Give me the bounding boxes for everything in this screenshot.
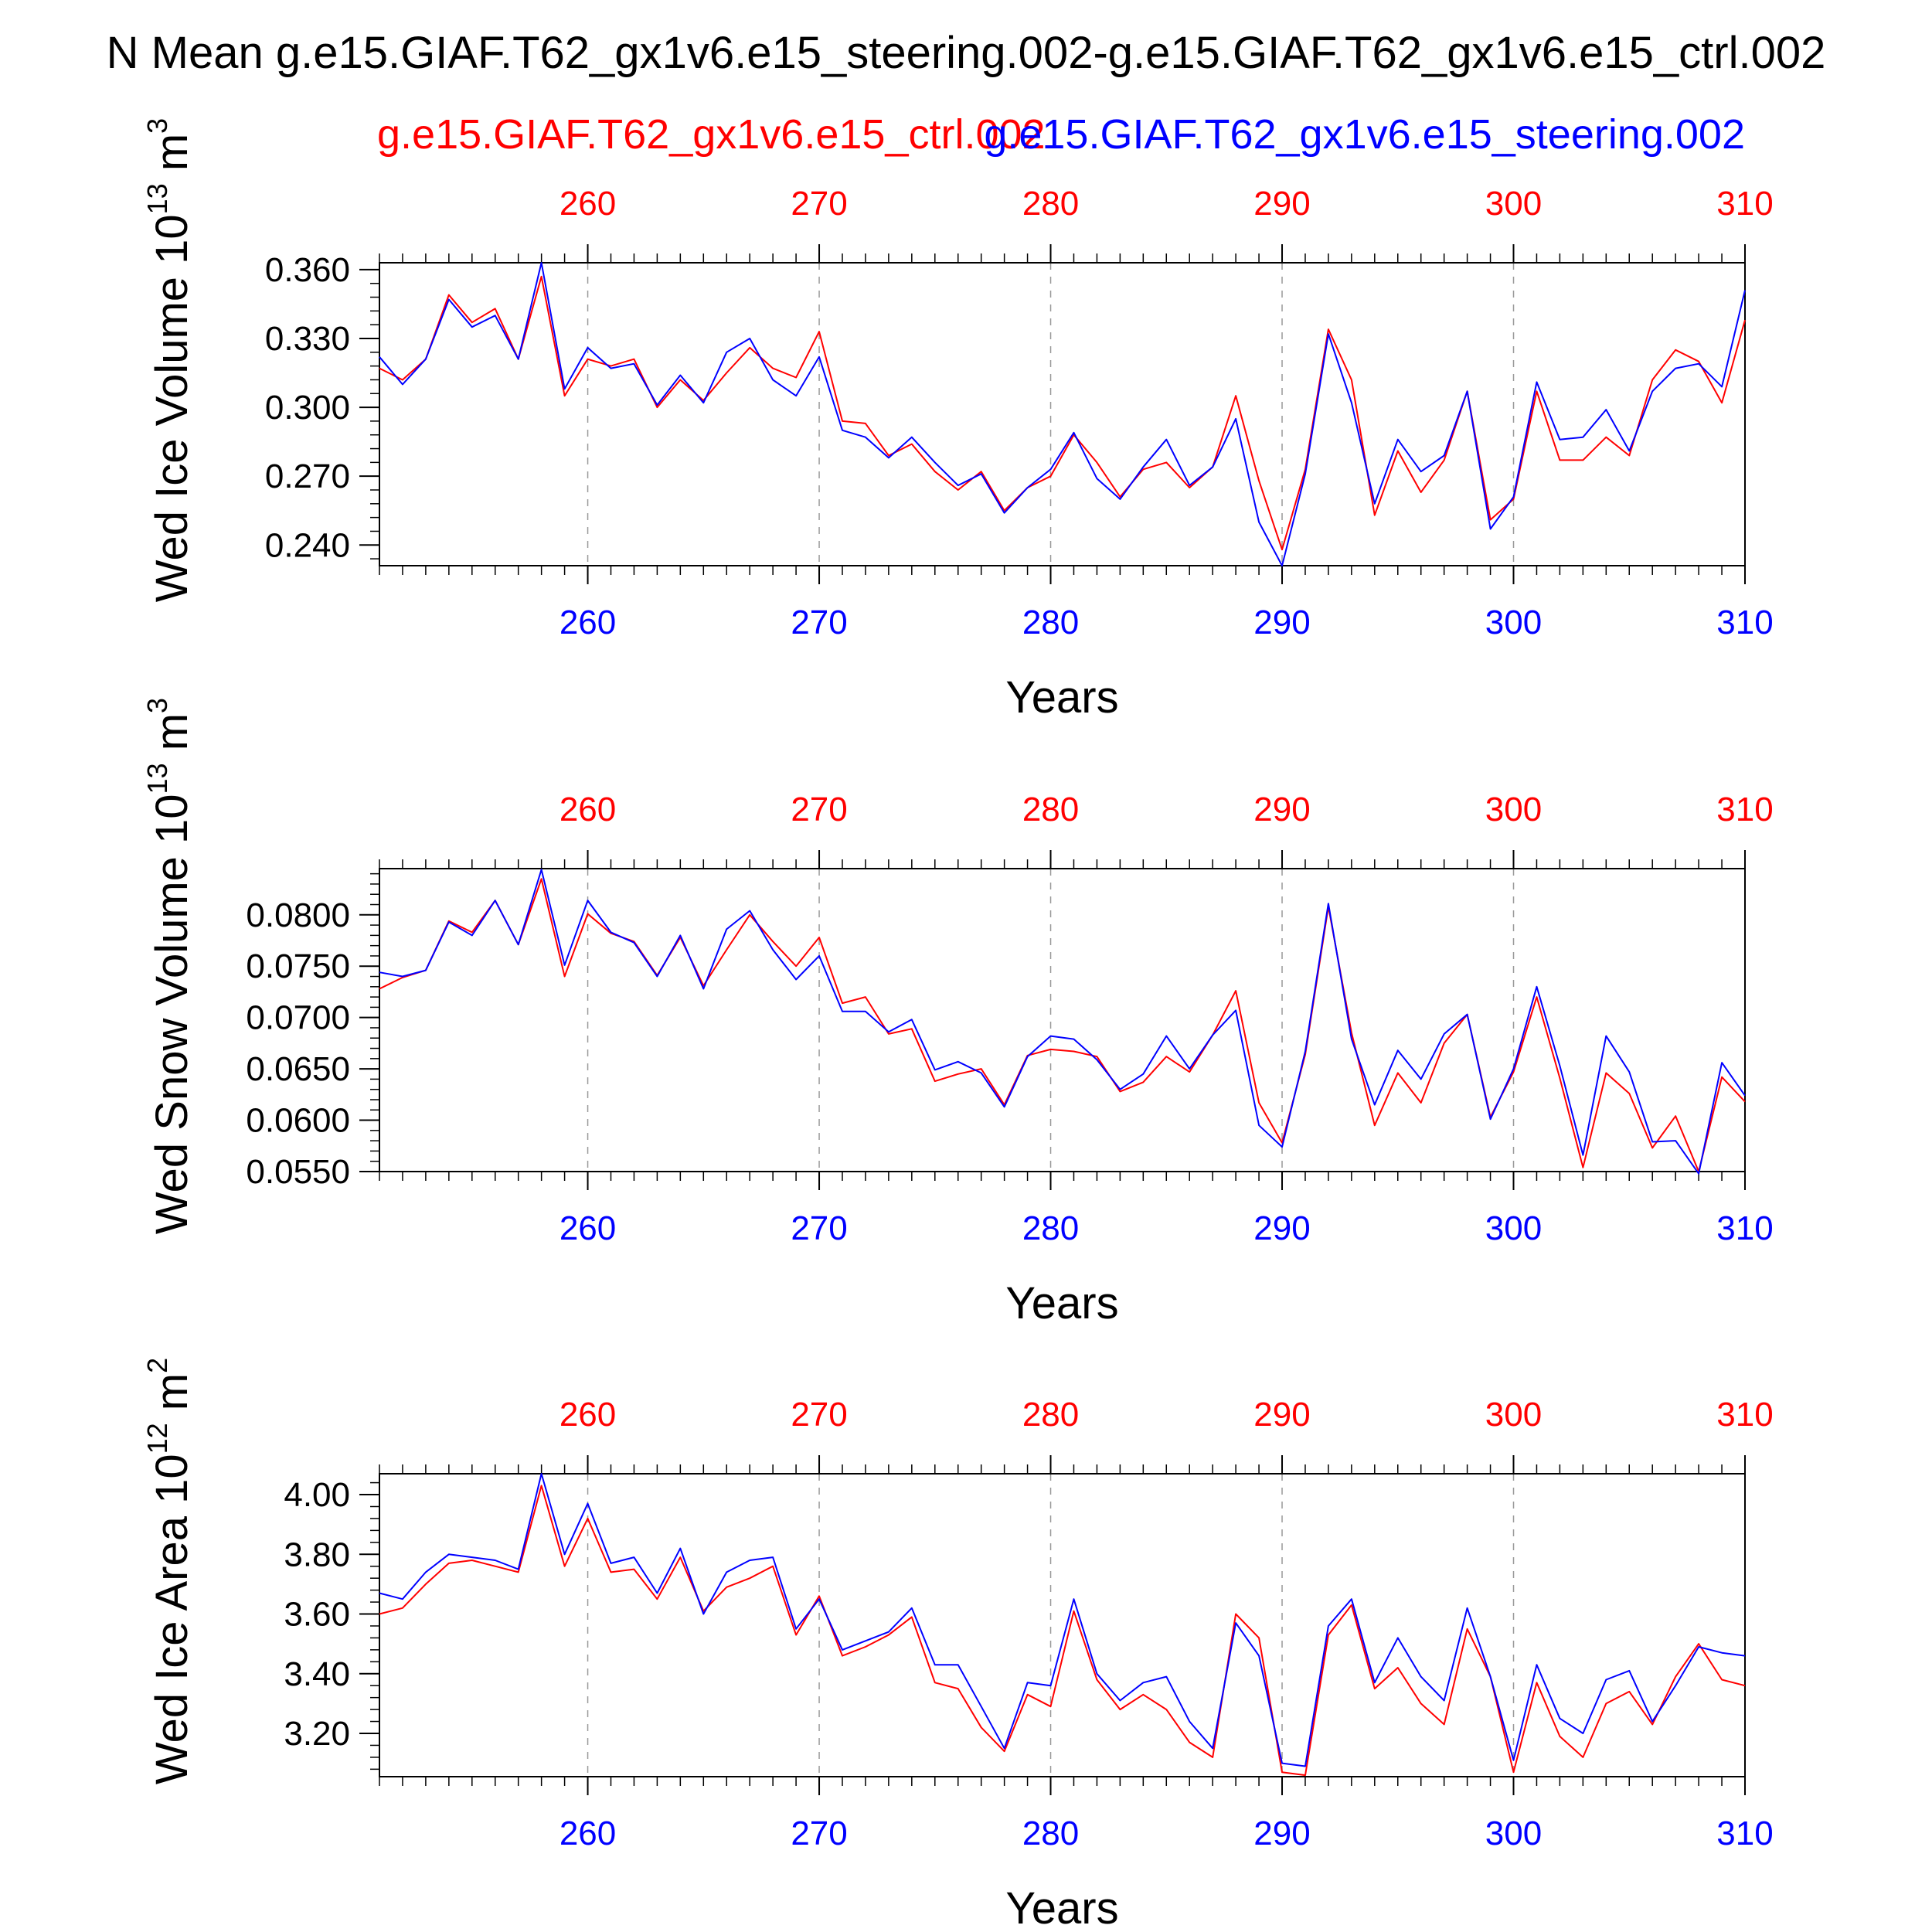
x-tick-label-top: 260 bbox=[560, 185, 616, 223]
y-tick-label: 3.80 bbox=[284, 1536, 350, 1573]
x-tick-label-bottom: 300 bbox=[1485, 1815, 1542, 1852]
figure-title: N Mean g.e15.GIAF.T62_gx1v6.e15_steering… bbox=[107, 28, 1826, 78]
y-tick-label: 3.60 bbox=[284, 1596, 350, 1634]
x-axis-label: Years bbox=[1005, 672, 1118, 723]
y-axis-label-part: 3 bbox=[141, 118, 173, 134]
x-tick-label-top: 260 bbox=[560, 1396, 616, 1434]
plot-frame bbox=[379, 1473, 1746, 1777]
x-tick-label-top: 310 bbox=[1716, 791, 1773, 828]
y-axis-label: Wed Ice Area 1012 m2 bbox=[141, 1358, 197, 1784]
y-axis-label-part: 13 bbox=[141, 183, 173, 214]
y-axis-label-part: m bbox=[147, 134, 197, 183]
x-tick-label-bottom: 310 bbox=[1716, 1209, 1773, 1247]
y-tick-label: 0.0600 bbox=[246, 1102, 350, 1140]
x-tick-label-bottom: 310 bbox=[1716, 604, 1773, 641]
x-tick-label-bottom: 300 bbox=[1485, 1209, 1542, 1247]
x-tick-label-bottom: 270 bbox=[791, 1815, 847, 1852]
x-tick-label-bottom: 300 bbox=[1485, 604, 1542, 641]
y-axis-label-part: 2 bbox=[141, 1358, 173, 1373]
x-tick-label-top: 280 bbox=[1022, 791, 1079, 828]
x-tick-label-top: 270 bbox=[791, 791, 847, 828]
y-tick-label: 0.0650 bbox=[246, 1050, 350, 1088]
y-tick-label: 0.0700 bbox=[246, 999, 350, 1037]
y-tick-label: 0.300 bbox=[265, 389, 350, 427]
x-tick-label-top: 270 bbox=[791, 185, 847, 223]
x-tick-label-bottom: 280 bbox=[1022, 604, 1079, 641]
x-tick-label-bottom: 290 bbox=[1253, 1815, 1310, 1852]
x-tick-label-top: 290 bbox=[1253, 791, 1310, 828]
y-axis-label: Wed Snow Volume 1013 m3 bbox=[141, 698, 197, 1234]
chart-panel-1: 260 260 270 270 280 280 290 290 300 300 310 310 0.24… bbox=[141, 118, 1774, 723]
series-line-ctrl bbox=[379, 878, 1746, 1172]
y-axis-label-part: Wed Ice Volume 10 bbox=[147, 214, 197, 602]
series-line-steering bbox=[379, 1473, 1746, 1767]
x-tick-label-bottom: 310 bbox=[1716, 1815, 1773, 1852]
x-tick-label-bottom: 290 bbox=[1253, 1209, 1310, 1247]
x-tick-label-bottom: 260 bbox=[560, 1209, 616, 1247]
series-line-steering bbox=[379, 869, 1746, 1175]
y-axis-label-part: 3 bbox=[141, 698, 173, 713]
plot-frame bbox=[379, 868, 1746, 1172]
x-tick-label-bottom: 280 bbox=[1022, 1815, 1079, 1852]
y-tick-label: 0.330 bbox=[265, 320, 350, 358]
x-tick-label-top: 290 bbox=[1253, 185, 1310, 223]
series-line-steering bbox=[379, 262, 1746, 566]
x-tick-label-top: 270 bbox=[791, 1396, 847, 1434]
y-tick-label: 3.40 bbox=[284, 1655, 350, 1693]
x-tick-label-top: 300 bbox=[1485, 1396, 1542, 1434]
x-tick-label-bottom: 260 bbox=[560, 604, 616, 641]
chart-panel-3: 260 260 270 270 280 280 290 290 300 300 310 310 3.20… bbox=[141, 1358, 1774, 1932]
y-tick-label: 4.00 bbox=[284, 1476, 350, 1514]
y-axis-label-part: 13 bbox=[141, 763, 173, 794]
ctrl-series-label: g.e15.GIAF.T62_gx1v6.e15_ctrl.002 bbox=[377, 111, 1046, 158]
chart-panels: 260 260 270 270 280 280 290 290 300 300 310 310 0.24… bbox=[141, 118, 1774, 1932]
x-tick-label-top: 310 bbox=[1716, 185, 1773, 223]
series-line-ctrl bbox=[379, 1485, 1746, 1777]
y-axis-label-part: m bbox=[147, 713, 197, 763]
y-tick-label: 0.0800 bbox=[246, 896, 350, 934]
x-tick-label-top: 290 bbox=[1253, 1396, 1310, 1434]
y-axis-label-part: Wed Ice Area 10 bbox=[147, 1454, 197, 1784]
y-tick-label: 0.240 bbox=[265, 526, 350, 564]
x-tick-label-top: 300 bbox=[1485, 185, 1542, 223]
x-axis-label: Years bbox=[1005, 1883, 1118, 1932]
chart-panel-2: 260 260 270 270 280 280 290 290 300 300 310 310 0.05… bbox=[141, 698, 1774, 1328]
x-tick-label-bottom: 280 bbox=[1022, 1209, 1079, 1247]
y-tick-label: 3.20 bbox=[284, 1715, 350, 1753]
x-tick-label-bottom: 260 bbox=[560, 1815, 616, 1852]
x-tick-label-top: 300 bbox=[1485, 791, 1542, 828]
x-tick-label-top: 280 bbox=[1022, 1396, 1079, 1434]
y-axis-label-part: m bbox=[147, 1373, 197, 1423]
y-axis-label: Wed Ice Volume 1013 m3 bbox=[141, 118, 197, 602]
y-tick-label: 0.360 bbox=[265, 251, 350, 289]
y-tick-label: 0.0750 bbox=[246, 947, 350, 985]
x-axis-label: Years bbox=[1005, 1278, 1118, 1328]
x-tick-label-top: 310 bbox=[1716, 1396, 1773, 1434]
plot-frame bbox=[379, 262, 1746, 566]
y-tick-label: 0.270 bbox=[265, 457, 350, 495]
y-tick-label: 0.0550 bbox=[246, 1153, 350, 1191]
y-axis-label-part: Wed Snow Volume 10 bbox=[147, 794, 197, 1234]
y-axis-label-part: 12 bbox=[141, 1423, 173, 1454]
series-line-ctrl bbox=[379, 275, 1746, 551]
x-tick-label-top: 260 bbox=[560, 791, 616, 828]
x-tick-label-bottom: 290 bbox=[1253, 604, 1310, 641]
x-tick-label-top: 280 bbox=[1022, 185, 1079, 223]
steering-series-label: g.e15.GIAF.T62_gx1v6.e15_steering.002 bbox=[984, 111, 1745, 158]
x-tick-label-bottom: 270 bbox=[791, 1209, 847, 1247]
x-tick-label-bottom: 270 bbox=[791, 604, 847, 641]
